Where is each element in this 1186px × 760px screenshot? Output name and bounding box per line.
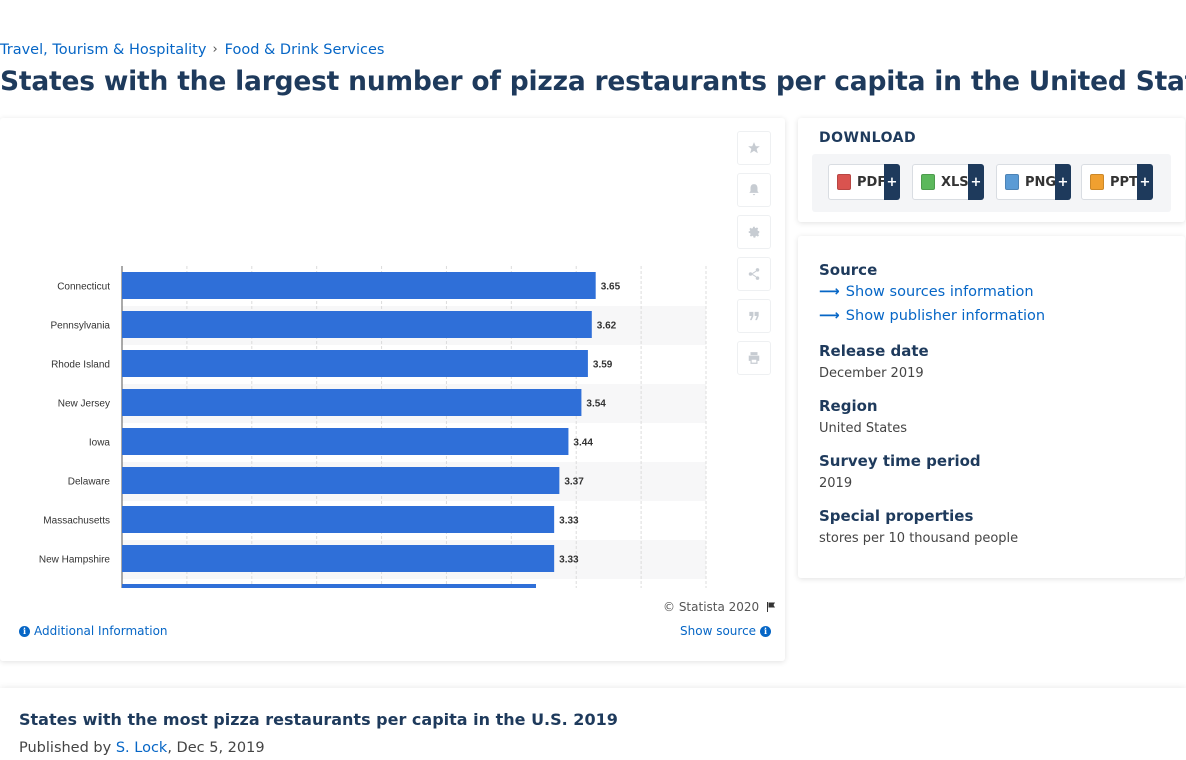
info-icon: i xyxy=(760,625,772,637)
chart-tools xyxy=(737,131,771,375)
survey-period-value: 2019 xyxy=(819,476,853,491)
special-properties-heading: Special properties xyxy=(819,507,974,525)
plus-icon: + xyxy=(884,164,900,200)
show-sources-label: Show sources information xyxy=(845,284,1034,300)
download-buttons: PDF + XLS + PNG + PPT + xyxy=(812,154,1171,212)
region-heading: Region xyxy=(819,397,878,415)
breadcrumb-separator: › xyxy=(212,42,218,57)
published-date: , Dec 5, 2019 xyxy=(167,740,265,756)
data-label: 3.33 xyxy=(559,516,579,527)
show-source-link[interactable]: Show source i xyxy=(680,624,772,638)
download-title: DOWNLOAD xyxy=(819,130,917,146)
breadcrumb-item-travel[interactable]: Travel, Tourism & Hospitality xyxy=(0,42,207,58)
download-png-button[interactable]: PNG + xyxy=(996,164,1071,200)
published-prefix: Published by xyxy=(19,740,116,756)
release-date-heading: Release date xyxy=(819,342,929,360)
favorite-button[interactable] xyxy=(737,131,771,165)
additional-information-link[interactable]: i Additional Information xyxy=(19,624,168,638)
show-sources-link[interactable]: ⟶ Show sources information xyxy=(819,284,1034,300)
statistic-description-card: States with the most pizza restaurants p… xyxy=(0,688,1186,760)
notification-button[interactable] xyxy=(737,173,771,207)
plus-icon: + xyxy=(1055,164,1071,200)
statistic-details-card: Source ⟶ Show sources information ⟶ Show… xyxy=(798,236,1185,578)
download-pdf-label: PDF xyxy=(857,174,887,190)
category-label: Connecticut xyxy=(57,282,110,293)
pdf-file-icon xyxy=(837,174,851,190)
settings-button[interactable] xyxy=(737,215,771,249)
plus-icon: + xyxy=(968,164,984,200)
bar xyxy=(122,272,596,299)
data-label: 3.65 xyxy=(601,282,621,293)
category-label: Iowa xyxy=(89,438,111,449)
ppt-file-icon xyxy=(1090,174,1104,190)
breadcrumb: Travel, Tourism & Hospitality › Food & D… xyxy=(0,42,384,58)
data-label: 3.54 xyxy=(586,399,606,410)
download-xls-label: XLS xyxy=(941,174,969,190)
show-publisher-link[interactable]: ⟶ Show publisher information xyxy=(819,308,1045,324)
category-label: Pennsylvania xyxy=(51,321,111,332)
survey-period-heading: Survey time period xyxy=(819,452,981,470)
data-label: 3.33 xyxy=(559,555,579,566)
data-label: 3.37 xyxy=(564,477,584,488)
category-label: Massachusetts xyxy=(43,516,110,527)
arrow-right-icon: ⟶ xyxy=(819,308,840,324)
show-source-label: Show source xyxy=(680,624,757,638)
chart-card: 00.511.522.533.544.5Connecticut3.65Penns… xyxy=(0,118,785,661)
category-label: New Jersey xyxy=(58,399,110,410)
cite-button[interactable] xyxy=(737,299,771,333)
download-card: DOWNLOAD PDF + XLS + PNG + PPT + xyxy=(798,118,1185,222)
info-icon: i xyxy=(19,625,30,637)
download-ppt-button[interactable]: PPT + xyxy=(1081,164,1153,200)
bar xyxy=(122,428,569,455)
page-title: States with the largest number of pizza … xyxy=(0,66,1186,97)
png-file-icon xyxy=(1005,174,1019,190)
quote-icon xyxy=(749,311,759,321)
category-label: Rhode Island xyxy=(51,360,110,371)
breadcrumb-item-food-drink[interactable]: Food & Drink Services xyxy=(224,42,385,58)
author-link[interactable]: S. Lock xyxy=(115,740,168,756)
download-pdf-button[interactable]: PDF + xyxy=(828,164,900,200)
additional-information-label: Additional Information xyxy=(34,624,168,638)
bar xyxy=(122,506,555,533)
xls-file-icon xyxy=(921,174,935,190)
print-icon xyxy=(748,352,760,364)
star-icon xyxy=(748,142,760,154)
share-button[interactable] xyxy=(737,257,771,291)
category-label: Delaware xyxy=(68,477,111,488)
bar-chart: 00.511.522.533.544.5Connecticut3.65Penns… xyxy=(39,266,707,588)
data-label: 3.44 xyxy=(573,438,593,449)
bell-icon xyxy=(749,184,759,196)
bar xyxy=(122,467,560,494)
bar xyxy=(122,584,536,588)
copyright-text: © Statista 2020 xyxy=(663,600,760,614)
plus-icon: + xyxy=(1137,164,1153,200)
bar xyxy=(122,545,555,572)
category-label: New Hampshire xyxy=(39,555,111,566)
show-publisher-label: Show publisher information xyxy=(845,308,1046,324)
download-xls-button[interactable]: XLS + xyxy=(912,164,984,200)
source-heading: Source xyxy=(819,261,878,279)
share-icon xyxy=(748,268,760,280)
download-ppt-label: PPT xyxy=(1110,174,1138,190)
special-properties-value: stores per 10 thousand people xyxy=(819,531,1019,546)
statistic-subtitle: States with the most pizza restaurants p… xyxy=(19,710,618,729)
bar xyxy=(122,350,588,377)
print-button[interactable] xyxy=(737,341,771,375)
flag-icon[interactable] xyxy=(765,601,777,613)
release-date-value: December 2019 xyxy=(819,366,924,381)
bar xyxy=(122,389,582,416)
download-png-label: PNG xyxy=(1025,174,1057,190)
arrow-right-icon: ⟶ xyxy=(819,284,840,300)
bar xyxy=(122,311,592,338)
data-label: 3.62 xyxy=(597,321,617,332)
copyright-notice: © Statista 2020 xyxy=(663,600,777,614)
published-by: Published by S. Lock, Dec 5, 2019 xyxy=(19,740,265,756)
region-value: United States xyxy=(819,421,908,436)
data-label: 3.59 xyxy=(593,360,613,371)
gear-icon xyxy=(748,226,760,238)
